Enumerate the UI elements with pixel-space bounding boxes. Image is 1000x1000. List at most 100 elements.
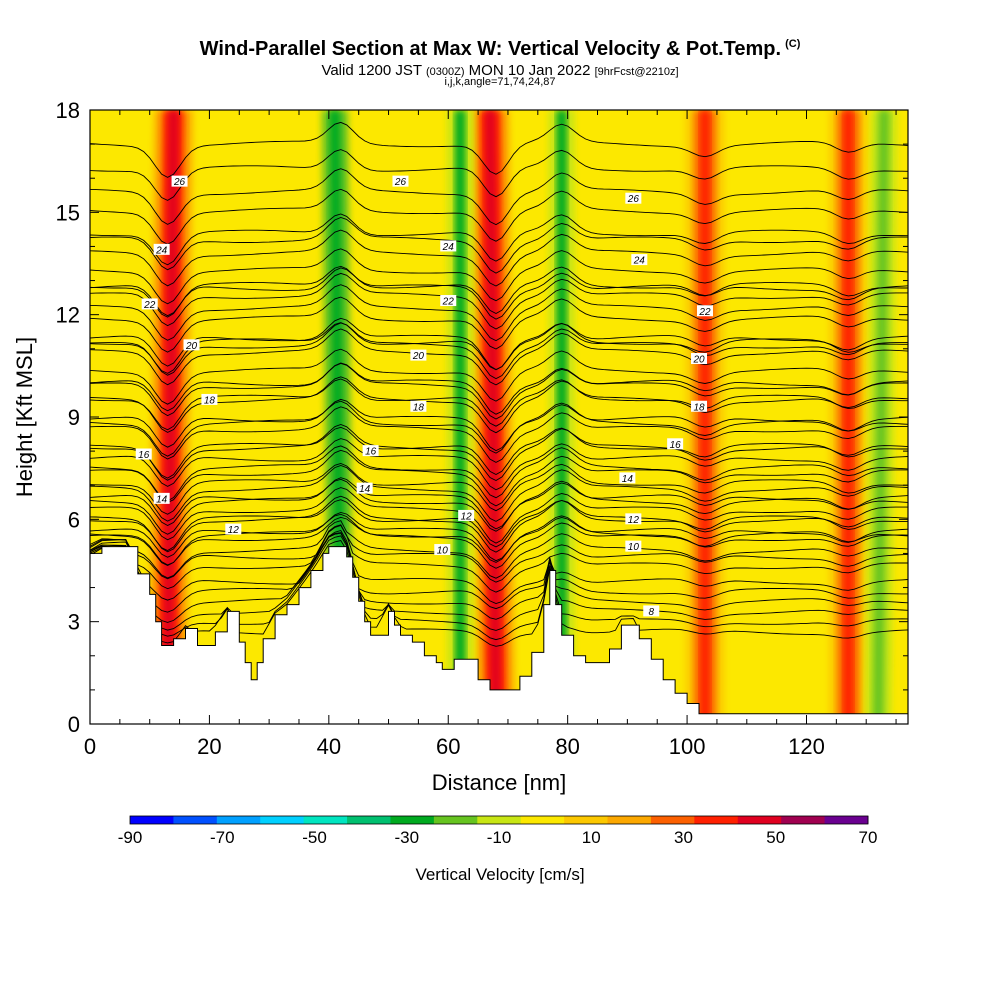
isentrope-line bbox=[90, 532, 908, 631]
colorbar-swatch bbox=[477, 816, 522, 824]
contour-label: 10 bbox=[434, 544, 451, 557]
isentrope-line bbox=[90, 265, 908, 318]
isentrope-line bbox=[90, 532, 908, 613]
contour-label-text: 22 bbox=[143, 300, 156, 311]
colorbar-tick-label: -70 bbox=[210, 828, 235, 847]
isentrope-line bbox=[90, 524, 908, 583]
colorbar-swatch bbox=[781, 816, 826, 824]
forecast-tag: [9hrFcst@2210z] bbox=[594, 66, 679, 78]
isentrope-line bbox=[90, 348, 908, 405]
y-tick-label: 12 bbox=[56, 303, 80, 328]
contour-label-text: 14 bbox=[359, 484, 371, 495]
contour-label-text: 14 bbox=[156, 494, 168, 505]
colorbar-swatch bbox=[564, 816, 609, 824]
isentrope-line bbox=[90, 217, 908, 274]
contour-label-text: 26 bbox=[627, 194, 640, 205]
contour-label: 14 bbox=[153, 492, 170, 505]
x-axis-label: Distance [nm] bbox=[432, 770, 567, 795]
isentrope-line bbox=[90, 524, 908, 593]
contour-label-text: 10 bbox=[628, 542, 640, 553]
contour-label: 24 bbox=[153, 243, 170, 256]
colorbar-swatch bbox=[260, 816, 305, 824]
contour-label: 12 bbox=[625, 513, 642, 526]
isentrope-line bbox=[90, 406, 908, 463]
isentrope-contours bbox=[90, 121, 908, 647]
updraft-band-core bbox=[162, 110, 179, 724]
contour-label-box bbox=[356, 482, 373, 494]
contour-label: 12 bbox=[225, 523, 242, 536]
colorbar-swatch bbox=[520, 816, 565, 824]
contour-label: 24 bbox=[440, 240, 457, 253]
contour-label: 20 bbox=[691, 353, 708, 366]
x-tick-label: 0 bbox=[84, 734, 96, 759]
x-tick-label: 120 bbox=[788, 734, 825, 759]
colorbar-tick-label: 10 bbox=[582, 828, 601, 847]
contour-label-text: 10 bbox=[437, 546, 449, 557]
contour-label-text: 16 bbox=[670, 440, 682, 451]
isentrope-line bbox=[90, 149, 908, 201]
contour-label-box bbox=[201, 393, 218, 405]
colorbar-swatch bbox=[650, 816, 695, 824]
contour-label-box bbox=[410, 400, 427, 412]
isentrope-line bbox=[90, 168, 908, 226]
isentrope-line bbox=[90, 376, 908, 434]
colorbar-swatch bbox=[433, 816, 478, 824]
contour-label: 24 bbox=[631, 254, 648, 267]
downdraft-band-core bbox=[872, 110, 890, 724]
isentrope-line bbox=[90, 188, 908, 245]
contour-label-box bbox=[625, 192, 642, 204]
contour-label-box bbox=[153, 492, 170, 504]
contour-label-box bbox=[434, 544, 451, 556]
contour-label-box bbox=[171, 175, 188, 187]
contour-label-box bbox=[625, 513, 642, 525]
updraft-band-core bbox=[843, 110, 854, 724]
x-tick-label: 100 bbox=[669, 734, 706, 759]
colorbar-swatch bbox=[216, 816, 261, 824]
isentrope-line bbox=[90, 121, 908, 178]
isentrope-line bbox=[90, 477, 908, 530]
colorbar: -90 -70 -50 -30 -10 10 30 50 70 bbox=[118, 815, 877, 847]
contour-label-box bbox=[667, 438, 684, 450]
x-tick-label: 20 bbox=[197, 734, 221, 759]
contour-label: 14 bbox=[356, 482, 373, 495]
contour-label-text: 20 bbox=[692, 355, 705, 366]
contour-label-text: 12 bbox=[461, 511, 473, 522]
isentrope-line bbox=[90, 229, 908, 287]
downdraft-band-core bbox=[454, 110, 466, 724]
isentrope-line bbox=[90, 328, 908, 386]
contour-label-box bbox=[440, 295, 457, 307]
valid-zulu: (0300Z) bbox=[425, 66, 465, 78]
isentrope-line bbox=[90, 535, 908, 641]
contour-label-box bbox=[643, 605, 660, 617]
contour-label-box bbox=[153, 243, 170, 255]
contour-label-box bbox=[691, 400, 708, 412]
downdraft-band-core bbox=[556, 110, 568, 724]
contour-label-box bbox=[362, 445, 379, 457]
contour-label-box bbox=[625, 540, 642, 552]
isentrope-line bbox=[90, 520, 908, 579]
grid-indices: i,j,k,angle=71,74,24,87 bbox=[444, 76, 556, 88]
colorbar-swatch bbox=[607, 816, 652, 824]
contour-label-box bbox=[631, 254, 648, 266]
y-tick-label: 18 bbox=[56, 98, 80, 123]
contour-label-box bbox=[619, 472, 636, 484]
colorbar-swatch bbox=[130, 816, 174, 824]
isentrope-line bbox=[90, 449, 908, 507]
contour-label-text: 12 bbox=[628, 515, 640, 526]
contour-label: 8 bbox=[643, 605, 660, 618]
contour-label-text: 18 bbox=[693, 402, 705, 413]
isentrope-line bbox=[90, 499, 908, 552]
contour-label: 18 bbox=[691, 400, 708, 413]
isentrope-line bbox=[90, 532, 908, 623]
colorbar-tick-label: -30 bbox=[394, 828, 419, 847]
colorbar-tick-label: -90 bbox=[118, 828, 143, 847]
isentrope-line bbox=[90, 400, 908, 457]
y-axis-label: Height [Kft MSL] bbox=[12, 337, 37, 497]
isentrope-line bbox=[90, 463, 908, 515]
contour-label-box bbox=[141, 298, 158, 310]
contour-label: 26 bbox=[392, 175, 409, 188]
contour-label-text: 8 bbox=[648, 607, 654, 618]
contour-label-box bbox=[135, 448, 152, 460]
isentrope-line bbox=[90, 529, 908, 604]
